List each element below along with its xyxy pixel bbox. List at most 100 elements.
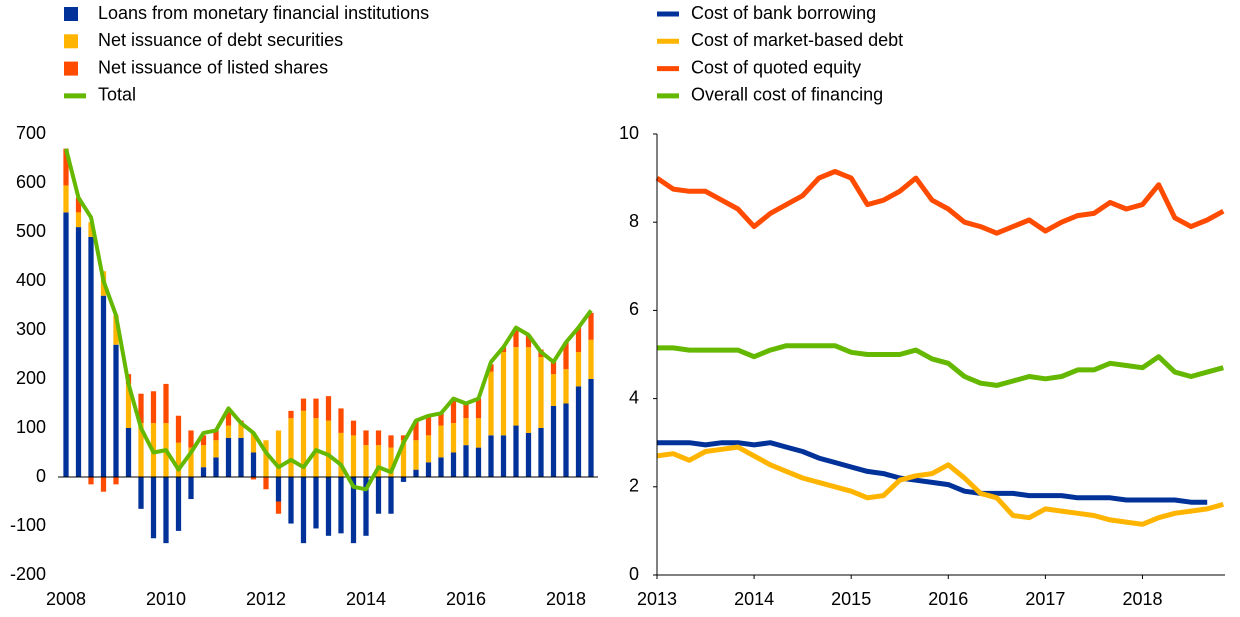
- bar: [88, 236, 94, 477]
- line: [64, 148, 593, 492]
- bar: [213, 430, 219, 441]
- bar: [425, 462, 432, 477]
- bar: [588, 312, 594, 340]
- bar: [75, 227, 82, 477]
- bar: [413, 469, 419, 477]
- legend-label: Total: [98, 85, 136, 105]
- x-tick-label: 2015: [831, 589, 871, 609]
- bar: [513, 425, 519, 477]
- x-tick-label: 2014: [346, 589, 386, 609]
- bar: [363, 477, 369, 536]
- legend-swatch: [64, 61, 78, 76]
- bar: [300, 410, 307, 477]
- bar: [300, 398, 307, 411]
- bar: [575, 386, 582, 477]
- bar: [488, 371, 494, 436]
- bar: [313, 418, 319, 477]
- bar: [375, 477, 382, 514]
- bar: [63, 212, 69, 477]
- bar: [525, 334, 532, 348]
- bar: [325, 396, 332, 421]
- bar: [425, 415, 432, 436]
- bar: [350, 435, 357, 477]
- y-tick-label: 500: [16, 221, 46, 241]
- bar: [238, 423, 244, 438]
- bar: [538, 356, 544, 428]
- bar: [188, 430, 194, 448]
- legend-label: Cost of bank borrowing: [691, 3, 876, 23]
- bar: [425, 435, 432, 463]
- bar: [438, 413, 444, 426]
- bar: [550, 405, 557, 477]
- bar: [538, 428, 544, 477]
- bar: [363, 430, 369, 446]
- bar: [313, 477, 319, 529]
- bar: [588, 379, 594, 477]
- bar: [413, 440, 419, 470]
- bar: [100, 477, 107, 492]
- legend-label: Overall cost of financing: [691, 85, 883, 105]
- bar: [188, 447, 194, 477]
- bar: [225, 437, 232, 477]
- bar: [288, 418, 294, 477]
- axes: [656, 134, 1225, 576]
- bar: [200, 445, 207, 468]
- legend-label: Net issuance of debt securities: [98, 30, 343, 50]
- bar: [200, 467, 207, 477]
- bar: [325, 420, 332, 477]
- bar: [475, 447, 482, 477]
- y-tick-label: 600: [16, 172, 46, 192]
- bar: [138, 477, 144, 509]
- bar: [463, 403, 469, 419]
- bar: [75, 197, 82, 213]
- bar: [138, 393, 144, 424]
- bar: [338, 477, 344, 534]
- bar: [100, 295, 107, 477]
- bar: [150, 477, 157, 539]
- legend-label: Cost of market-based debt: [691, 30, 903, 50]
- bar: [113, 477, 119, 485]
- bar: [200, 435, 207, 446]
- y-tick-label: 6: [629, 299, 639, 319]
- legend-label: Loans from monetary financial institutio…: [98, 3, 429, 23]
- line: [657, 343, 1224, 388]
- bar: [563, 369, 569, 404]
- bar: [400, 477, 407, 482]
- bar: [438, 457, 444, 477]
- bar: [225, 408, 232, 426]
- bar: [388, 477, 394, 514]
- x-tick-label: 2014: [734, 589, 774, 609]
- bar: [375, 445, 382, 477]
- legend-label: Net issuance of listed shares: [98, 57, 328, 77]
- bar: [338, 408, 344, 433]
- bar: [125, 428, 132, 477]
- bar: [163, 477, 169, 544]
- bar: [575, 352, 582, 387]
- bar: [475, 398, 482, 419]
- bar: [175, 415, 182, 443]
- bar: [150, 391, 157, 424]
- x-tick-label: 2008: [46, 589, 86, 609]
- bar: [300, 477, 307, 544]
- bar: [463, 445, 469, 477]
- bar: [288, 410, 294, 419]
- bar: [175, 442, 182, 477]
- y-tick-label: -200: [10, 564, 46, 584]
- bar: [238, 437, 244, 477]
- y-tick-label: 4: [629, 387, 639, 407]
- y-tick-label: 400: [16, 270, 46, 290]
- bar: [375, 430, 382, 446]
- bar: [513, 347, 519, 426]
- y-tick-label: 2: [629, 476, 639, 496]
- line: [657, 440, 1208, 505]
- legend-label: Cost of quoted equity: [691, 57, 861, 77]
- bar: [263, 440, 269, 477]
- bar: [513, 327, 519, 348]
- bar: [388, 447, 394, 477]
- bar: [450, 398, 457, 424]
- bar: [388, 435, 394, 448]
- line: [655, 169, 1225, 236]
- x-tick-label: 2018: [1122, 589, 1162, 609]
- bar: [138, 423, 144, 477]
